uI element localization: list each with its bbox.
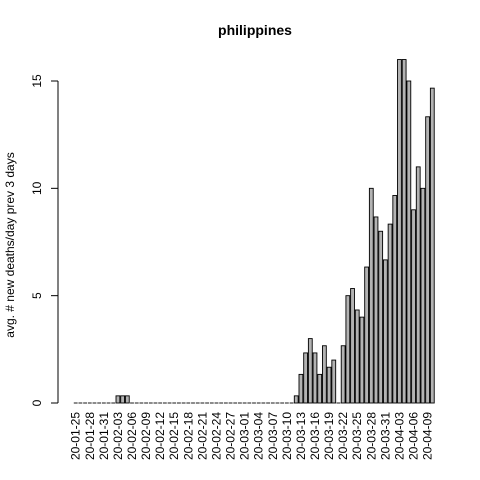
bar: [392, 195, 398, 404]
bar: [420, 187, 426, 404]
bar: [312, 352, 318, 404]
bar: [124, 395, 130, 404]
x-tick-label: 20-02-21: [195, 412, 209, 460]
x-tick-label: 20-01-31: [97, 412, 111, 460]
x-tick-label: 20-03-31: [378, 412, 392, 460]
x-tick-label: 20-03-16: [308, 412, 322, 460]
bar: [345, 295, 351, 404]
x-tick-label: 20-02-09: [139, 412, 153, 460]
x-tick-label: 20-02-06: [125, 412, 139, 460]
bar: [303, 352, 308, 404]
x-tick-label: 20-04-03: [392, 412, 406, 460]
x-tick-label: 20-04-06: [407, 412, 421, 460]
bar: [401, 59, 407, 404]
bar: [115, 395, 121, 404]
x-tick-label: 20-03-04: [252, 412, 266, 460]
x-tick-label: 20-02-27: [224, 412, 238, 460]
bar: [359, 316, 365, 404]
x-tick-label: 20-02-15: [167, 412, 181, 460]
bar: [322, 345, 327, 404]
bar: [378, 230, 384, 404]
bar: [368, 187, 374, 404]
x-tick-label: 20-02-03: [111, 412, 125, 460]
x-tick-label: 20-03-10: [280, 412, 294, 460]
bar: [317, 373, 323, 404]
bar: [307, 338, 313, 404]
x-tick-label: 20-04-09: [421, 412, 435, 460]
bars-group: [73, 59, 435, 404]
y-tick-label: 5: [30, 292, 44, 299]
x-tick-label: 20-02-18: [181, 412, 195, 460]
bar: [415, 166, 421, 404]
bar: [383, 259, 388, 404]
y-tick-label: 0: [30, 399, 44, 406]
y-tick-label: 10: [30, 181, 44, 195]
bar: [326, 366, 332, 404]
bar: [298, 373, 304, 404]
x-tick-label: 20-03-22: [336, 412, 350, 460]
x-tick-label: 20-01-25: [69, 412, 83, 460]
x-tick-label: 20-03-19: [322, 412, 336, 460]
bar: [331, 359, 337, 404]
bar: [425, 116, 430, 404]
x-tick-label: 20-03-07: [266, 412, 280, 460]
x-tick-label: 20-03-28: [364, 412, 378, 460]
x-tick-label: 20-03-13: [294, 412, 308, 460]
bar: [429, 87, 435, 404]
bar: [411, 209, 416, 404]
y-axis-title: avg. # new deaths/day prev 3 days: [3, 152, 17, 337]
bar: [373, 216, 379, 404]
bar: [120, 395, 125, 404]
y-axis: 0 5 10 15: [30, 74, 59, 406]
bar: [354, 309, 360, 404]
bar: [387, 223, 393, 404]
bar: [397, 59, 402, 404]
bar: [350, 288, 355, 404]
x-tick-label: 20-02-12: [153, 412, 167, 460]
bar: [406, 80, 412, 404]
x-tick-label: 20-01-28: [83, 412, 97, 460]
y-tick-label: 15: [30, 74, 44, 88]
x-tick-label: 20-02-24: [209, 412, 223, 460]
x-tick-label: 20-03-25: [350, 412, 364, 460]
x-tick-labels: 20-01-25 20-01-28 20-01-31 20-02-03 20-02-06…: [69, 412, 435, 460]
chart-title: philippines: [218, 22, 292, 38]
x-tick-label: 20-03-01: [238, 412, 252, 460]
bar: [364, 266, 369, 404]
bar: [340, 345, 346, 404]
bar: [293, 395, 299, 404]
